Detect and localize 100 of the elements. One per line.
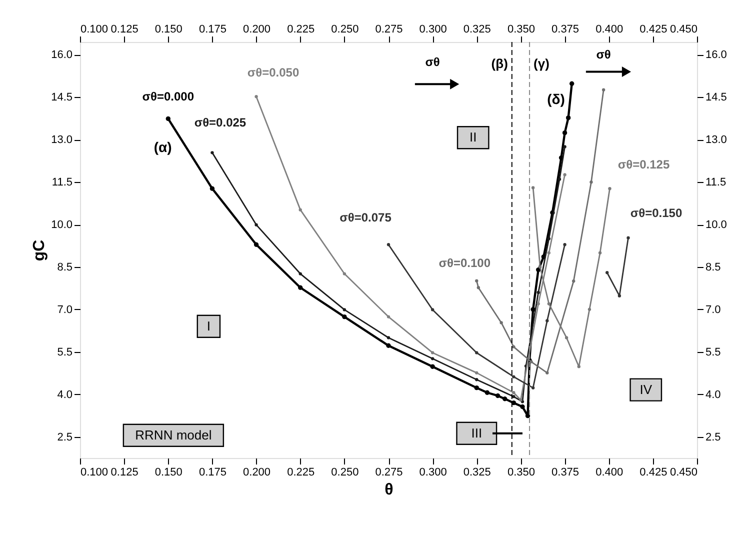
point	[475, 378, 478, 382]
x-tick-label: 0.175	[198, 24, 226, 36]
point	[298, 272, 302, 276]
annotation: RRNN model	[135, 427, 212, 442]
y-tick-label: 10.0	[51, 219, 72, 232]
annotation: σθ	[596, 48, 611, 62]
point	[475, 279, 478, 282]
point	[476, 286, 480, 290]
point	[512, 375, 516, 378]
point	[531, 386, 535, 390]
point	[386, 243, 390, 246]
point	[598, 251, 602, 254]
point	[500, 321, 503, 324]
point	[520, 404, 525, 410]
point	[298, 208, 302, 212]
point	[547, 251, 550, 254]
x-axis-title: θ	[384, 482, 394, 498]
point	[502, 396, 508, 402]
x-tick-label: 0.275	[375, 24, 403, 36]
x2-tick-label: 0.150	[154, 466, 182, 478]
point	[210, 186, 215, 191]
x2-tick-label: 0.100	[80, 466, 108, 478]
point	[210, 151, 214, 154]
x2-tick-label: 0.425	[640, 466, 668, 478]
series-label: σθ=0.150	[630, 206, 682, 220]
y-tick-label: 4.0	[57, 388, 72, 401]
point	[166, 116, 170, 122]
annotation: (δ)	[547, 91, 565, 108]
series-label: σθ=0.000	[142, 90, 194, 104]
point	[525, 413, 530, 418]
x2-tick-label: 0.125	[110, 466, 138, 478]
series-label: σθ=0.075	[340, 210, 392, 225]
x2-tick-label: 0.275	[375, 466, 403, 478]
point	[590, 180, 593, 184]
point	[569, 81, 574, 86]
point	[342, 272, 346, 276]
point	[546, 319, 549, 322]
y2-tick-label: 2.5	[706, 431, 721, 444]
x2-tick-label: 0.350	[507, 466, 535, 478]
point	[430, 308, 434, 312]
x2-tick-label: 0.300	[419, 466, 447, 478]
point	[547, 237, 550, 240]
point	[298, 285, 303, 290]
point	[538, 265, 542, 269]
x-tick-label: 0.150	[154, 24, 182, 36]
point	[386, 315, 390, 318]
x2-tick-label: 0.450	[670, 466, 698, 478]
point	[512, 391, 516, 394]
point	[475, 371, 478, 374]
annotation: IV	[640, 382, 652, 397]
point	[512, 395, 516, 398]
y-tick-label: 16.0	[51, 49, 72, 62]
point	[254, 95, 258, 98]
point	[566, 116, 571, 120]
y2-tick-label: 8.5	[706, 261, 721, 274]
point	[602, 88, 606, 92]
series-label: σθ=0.100	[438, 256, 491, 270]
point	[563, 173, 566, 176]
point	[626, 236, 630, 240]
x-tick-label: 0.325	[463, 24, 491, 36]
point	[530, 307, 536, 312]
point	[512, 345, 516, 348]
y2-tick-label: 11.5	[706, 176, 726, 189]
point	[577, 365, 580, 368]
annotation: III	[471, 425, 482, 440]
ref-line-label: (β)	[491, 56, 508, 71]
y-tick-label: 11.5	[52, 176, 72, 189]
y-tick-label: 5.5	[57, 346, 72, 358]
y2-tick-label: 14.5	[706, 92, 727, 104]
point	[254, 223, 258, 226]
x-tick-label: 0.425	[640, 24, 668, 36]
annotation: (α)	[154, 139, 172, 156]
x-tick-label: 0.300	[419, 24, 447, 36]
point	[588, 308, 592, 312]
x2-tick-label: 0.175	[198, 466, 226, 478]
point	[386, 336, 390, 340]
y2-tick-label: 10.0	[706, 219, 727, 232]
x-tick-label: 0.125	[110, 24, 138, 36]
point	[474, 385, 479, 390]
x-tick-label: 0.400	[596, 24, 624, 36]
y2-tick-label: 5.5	[706, 346, 721, 358]
y-tick-label: 2.5	[57, 431, 72, 444]
line-series	[386, 243, 566, 390]
y2-tick-label: 13.0	[706, 134, 727, 146]
x-tick-label: 0.225	[287, 24, 315, 36]
y-tick-label: 7.0	[57, 304, 72, 316]
series-label: σθ=0.125	[618, 158, 670, 172]
point	[475, 351, 478, 354]
x-tick-label: 0.250	[331, 24, 359, 36]
point	[386, 343, 391, 348]
point	[495, 393, 500, 398]
point	[606, 271, 609, 274]
point	[547, 302, 550, 306]
x2-tick-label: 0.325	[463, 466, 491, 478]
point	[531, 186, 535, 190]
x2-tick-label: 0.250	[331, 466, 359, 478]
point	[430, 351, 434, 354]
point	[562, 130, 568, 136]
point	[558, 178, 562, 181]
x2-tick-label: 0.400	[596, 466, 624, 478]
